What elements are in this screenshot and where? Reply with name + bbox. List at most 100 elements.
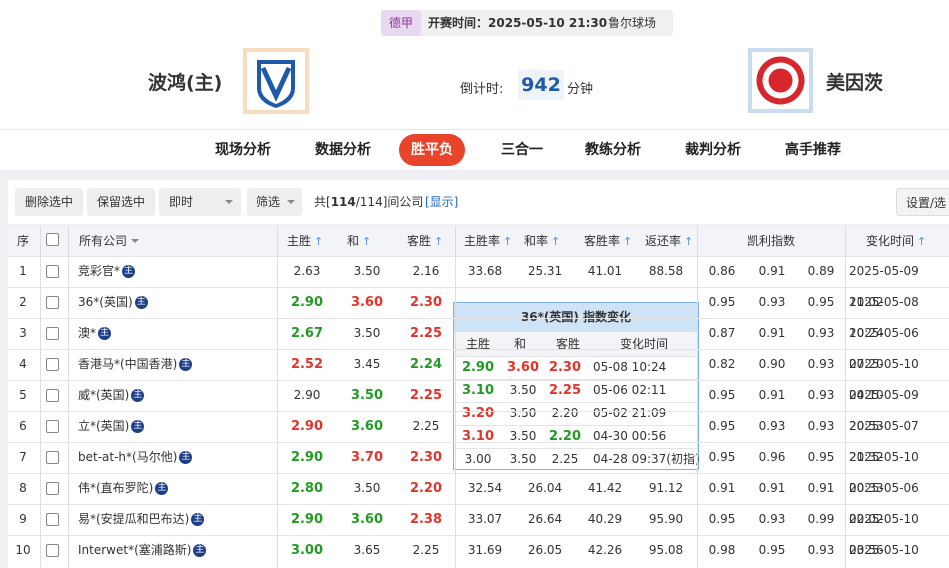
row-border	[8, 256, 949, 257]
company-badge[interactable]: 主	[191, 513, 205, 526]
popup-time: 05-06 02:11	[593, 383, 667, 397]
sort-arrow: ↑	[434, 235, 444, 248]
tab[interactable]: 高手推荐	[785, 142, 841, 158]
header-rate[interactable]: 主胜率 ↑	[464, 226, 512, 256]
odds: 2.67	[290, 326, 324, 341]
company-name[interactable]: 易*(安提瓜和巴布达) 主	[78, 504, 205, 535]
tab[interactable]: 裁判分析	[685, 142, 741, 158]
row-checkbox[interactable]	[46, 544, 59, 557]
row-checkbox[interactable]	[46, 389, 59, 402]
header-kelly: 凯利指数	[746, 234, 795, 248]
rate: 31.69	[467, 543, 503, 557]
odds: 3.00	[290, 543, 324, 558]
company-text: 香港马*(中国香港)	[78, 357, 178, 371]
odds: 2.24	[409, 357, 443, 372]
filter-select[interactable]: 筛选	[247, 188, 302, 216]
row-checkbox[interactable]	[46, 482, 59, 495]
row-checkbox[interactable]	[46, 327, 59, 340]
tab[interactable]: 教练分析	[585, 142, 641, 158]
odds: 2.25	[412, 543, 440, 557]
kelly: 0.98	[708, 543, 736, 557]
row-checkbox[interactable]	[46, 358, 59, 371]
company-text: Interwet*(塞浦路斯)	[78, 543, 192, 557]
away-logo	[748, 48, 813, 113]
header-index: 序	[16, 234, 29, 248]
mode-select[interactable]: 即时	[159, 188, 241, 216]
header-odds[interactable]: 和 ↑	[347, 226, 371, 256]
header-company[interactable]: 所有公司	[79, 226, 140, 256]
header-rate[interactable]: 和率 ↑	[524, 226, 560, 256]
odds: 2.90	[293, 388, 321, 402]
header-checkbox[interactable]	[46, 233, 59, 246]
row-checkbox[interactable]	[46, 451, 59, 464]
sort-arrow: ↑	[623, 235, 633, 248]
button[interactable]: 删除选中	[15, 188, 83, 216]
row-checkbox[interactable]	[46, 420, 59, 433]
match-info-bar	[381, 10, 673, 36]
header-text: 返还率	[645, 234, 682, 248]
header-text: 客胜率	[584, 234, 621, 248]
company-name[interactable]: 澳* 主	[78, 318, 112, 349]
kickoff: 开赛时间：2025-05-10 21:30	[428, 16, 608, 30]
header-odds[interactable]: 客胜 ↑	[407, 226, 443, 256]
tab[interactable]: 三合一	[501, 142, 543, 158]
popup-row-border	[454, 402, 698, 403]
company-badge[interactable]: 主	[134, 296, 148, 309]
header-odds[interactable]: 主胜 ↑	[287, 226, 323, 256]
mode-value: 即时	[169, 195, 194, 209]
row-checkbox[interactable]	[46, 265, 59, 278]
company-badge[interactable]: 主	[193, 544, 207, 557]
tab[interactable]: 数据分析	[315, 142, 371, 158]
kelly: 0.91	[758, 326, 786, 340]
count-prefix: 共[	[314, 195, 331, 209]
header-rate[interactable]: 客胜率 ↑	[584, 226, 632, 256]
company-badge[interactable]: 主	[155, 482, 169, 495]
odds: 2.38	[409, 512, 443, 527]
popup-odds: 2.20	[551, 406, 579, 420]
rate: 26.64	[527, 512, 563, 526]
tab[interactable]: 胜平负	[399, 134, 465, 166]
company-badge[interactable]: 主	[122, 265, 136, 278]
company-name[interactable]: 香港马*(中国香港) 主	[78, 349, 193, 380]
company-badge[interactable]: 主	[98, 327, 112, 340]
company-text: 澳*	[78, 326, 97, 340]
rate: 42.26	[587, 543, 623, 557]
header-rate[interactable]: 返还率 ↑	[645, 226, 693, 256]
company-name[interactable]: 伟*(直布罗陀) 主	[78, 473, 169, 504]
header-text: 变化时间	[866, 234, 915, 248]
dropdown-arrow	[287, 200, 295, 208]
company-name[interactable]: Interwet*(塞浦路斯) 主	[78, 535, 207, 566]
company-name[interactable]: 36*(英国) 主	[78, 287, 148, 318]
odds: 2.80	[290, 481, 324, 496]
sort-arrow: ↑	[917, 235, 927, 248]
kelly: 0.95	[708, 295, 736, 309]
company-name[interactable]: bet-at-h*(马尔他) 主	[78, 442, 193, 473]
kelly: 0.91	[758, 388, 786, 402]
row-index: 10	[15, 543, 31, 557]
change-time: 2025-05-10 04:10	[849, 357, 919, 402]
kelly: 0.86	[708, 264, 736, 278]
button[interactable]: 保留选中	[87, 188, 155, 216]
row-checkbox[interactable]	[46, 296, 59, 309]
header-time[interactable]: 变化时间 ↑	[866, 226, 926, 256]
popup-header: 客胜	[556, 337, 581, 351]
countdown-unit: 分钟	[567, 82, 594, 97]
company-name[interactable]: 立*(英国) 主	[78, 411, 145, 442]
company-badge[interactable]: 主	[131, 389, 145, 402]
row-checkbox[interactable]	[46, 513, 59, 526]
popup-title: 36*(英国) 指数变化	[454, 303, 698, 332]
company-badge[interactable]: 主	[131, 420, 145, 433]
company-name[interactable]: 威*(英国) 主	[78, 380, 145, 411]
kelly: 0.93	[807, 543, 835, 557]
company-badge[interactable]: 主	[179, 451, 193, 464]
kelly: 0.95	[708, 388, 736, 402]
popup-row-border	[454, 356, 698, 357]
tab[interactable]: 现场分析	[215, 142, 271, 158]
settings-button[interactable]: 设置/选	[896, 188, 949, 216]
home-logo	[243, 48, 309, 114]
show-link[interactable]: [显示]	[425, 195, 459, 209]
row-border	[8, 349, 949, 350]
odds: 3.50	[353, 264, 381, 278]
company-name[interactable]: 竞彩官* 主	[78, 256, 136, 287]
company-badge[interactable]: 主	[179, 358, 193, 371]
